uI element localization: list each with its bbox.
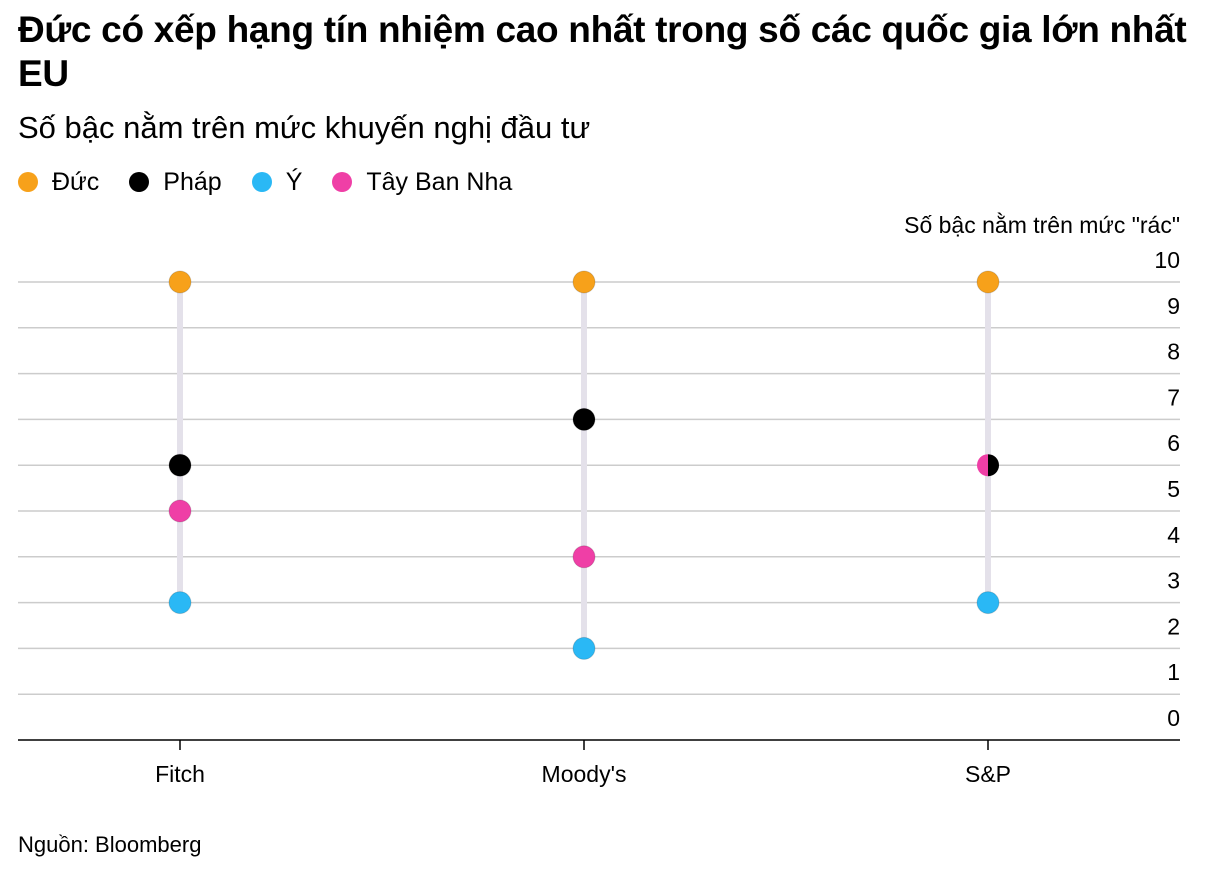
point-tbn-1 — [572, 545, 596, 569]
legend-marker-tbn — [332, 172, 353, 192]
y-tick-label-5: 5 — [1167, 476, 1180, 502]
legend-label-duc: Đức — [52, 167, 100, 196]
point-y-2 — [976, 591, 1000, 615]
y-axis-label: Số bậc nằm trên mức "rác" — [904, 212, 1180, 238]
y-tick-label-0: 0 — [1167, 705, 1180, 731]
legend-marker-y — [251, 172, 272, 192]
point-phap-0 — [168, 453, 192, 477]
y-tick-label-6: 6 — [1167, 430, 1180, 456]
y-tick-label-1: 1 — [1167, 659, 1180, 685]
point-phap-1 — [572, 407, 596, 431]
x-tick-label-1: Moody's — [542, 761, 627, 787]
legend: Đức Pháp Ý Tây Ban Nha — [18, 164, 542, 200]
y-tick-label-3: 3 — [1167, 568, 1180, 594]
y-tick-label-8: 8 — [1167, 339, 1180, 365]
source-note: Nguồn: Bloomberg — [18, 832, 202, 857]
point-duc-2 — [976, 270, 1000, 294]
legend-item-duc: Đức — [18, 168, 99, 197]
legend-label-y: Ý — [285, 167, 303, 196]
point-y-1 — [572, 636, 596, 660]
point-phap-2 — [987, 454, 999, 477]
legend-item-tbn: Tây Ban Nha — [332, 168, 512, 197]
y-tick-label-9: 9 — [1167, 293, 1180, 319]
legend-marker-duc — [18, 172, 38, 192]
y-tick-label-2: 2 — [1167, 613, 1180, 639]
point-tbn-0 — [168, 499, 192, 523]
legend-label-phap: Pháp — [163, 167, 222, 196]
point-duc-1 — [572, 270, 596, 294]
point-y-0 — [168, 591, 192, 615]
legend-item-y: Ý — [251, 167, 303, 197]
legend-item-phap: Pháp — [129, 167, 222, 197]
y-tick-label-10: 10 — [1154, 247, 1180, 273]
y-tick-label-4: 4 — [1167, 522, 1180, 548]
x-tick-label-0: Fitch — [155, 761, 205, 787]
point-duc-0 — [168, 270, 192, 294]
point-tbn-2 — [977, 454, 988, 477]
legend-label-tbn: Tây Ban Nha — [366, 167, 513, 196]
chart-subtitle: Số bậc nằm trên mức khuyến nghị đầu tư — [18, 110, 591, 145]
y-tick-label-7: 7 — [1167, 384, 1180, 410]
chart-title: Đức có xếp hạng tín nhiệm cao nhất trong… — [18, 9, 1187, 94]
legend-marker-phap — [129, 172, 150, 192]
x-tick-label-2: S&P — [965, 761, 1011, 787]
